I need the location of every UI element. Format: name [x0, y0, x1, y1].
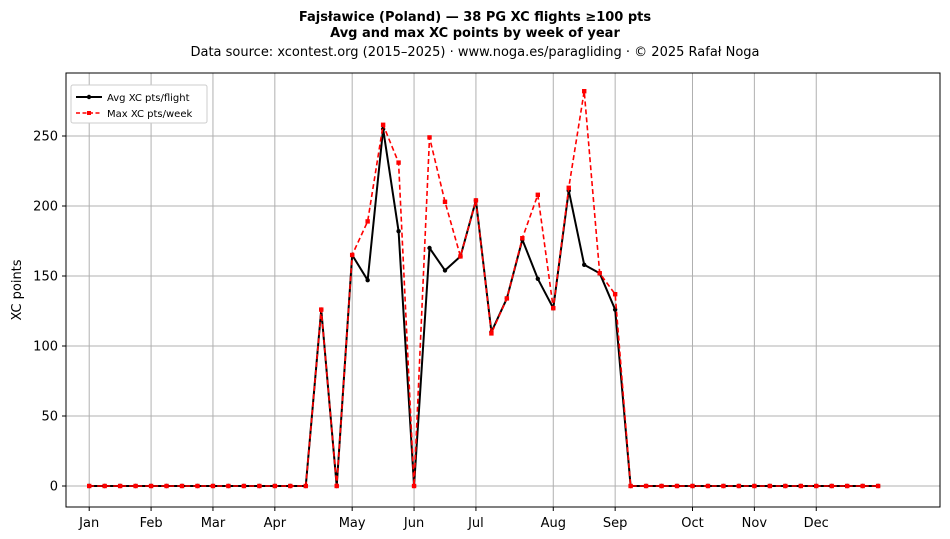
data-point-max — [798, 483, 803, 489]
data-point-avg — [582, 262, 587, 267]
data-point-max — [504, 296, 510, 301]
data-point-max — [303, 483, 308, 489]
data-point-max — [396, 160, 401, 165]
data-point-max — [179, 483, 185, 489]
y-tick-label: 200 — [33, 200, 58, 215]
legend-box — [70, 84, 208, 124]
x-tick-label: Oct — [681, 516, 703, 531]
x-tick-label: May — [339, 516, 366, 531]
data-point-max — [844, 483, 850, 489]
data-point-max — [334, 483, 339, 489]
grid — [66, 73, 940, 507]
y-tick-label: 150 — [33, 270, 58, 285]
data-point-max — [241, 483, 247, 489]
data-point-max — [860, 483, 865, 489]
data-point-max — [87, 483, 92, 489]
data-point-max — [164, 483, 169, 489]
data-point-max — [349, 252, 355, 258]
data-point-max — [566, 185, 571, 190]
data-point-max — [814, 483, 819, 489]
data-point-max — [535, 192, 541, 197]
data-point-max — [612, 292, 618, 297]
y-tick-label: 0 — [50, 480, 58, 495]
x-tick-label: Mar — [201, 516, 226, 531]
data-point-max — [582, 89, 587, 94]
data-point-max — [226, 483, 231, 489]
series-line-1 — [89, 90, 879, 487]
data-point-max — [257, 483, 262, 489]
x-tick-label: Jan — [78, 516, 99, 531]
data-point-max — [783, 483, 788, 489]
x-tick-label: Sep — [603, 516, 628, 531]
y-tick-label: 250 — [33, 130, 58, 145]
data-point-max — [721, 483, 726, 489]
data-point-max — [489, 331, 494, 336]
data-point-max — [458, 254, 463, 259]
data-point-max — [597, 271, 602, 276]
data-point-max — [210, 483, 216, 489]
data-point-max — [767, 483, 773, 489]
data-point-max — [148, 483, 154, 489]
legend: Avg XC pts/flight Max XC pts/week — [70, 84, 208, 124]
legend-marker-max — [87, 111, 91, 115]
x-tick-label: Feb — [140, 516, 163, 531]
chart-title-line2: Avg and max XC points by week of year — [330, 26, 620, 41]
data-point-max — [674, 483, 680, 489]
data-point-max — [690, 483, 695, 489]
plot-frame — [65, 72, 941, 508]
series-line-0 — [89, 128, 879, 487]
x-tick-label: Jun — [403, 516, 424, 531]
ticks: 0 50 100 150 200 250 Jan Feb Mar Apr May Jun Jul Aug S… — [33, 130, 829, 532]
data-point-max — [659, 483, 664, 489]
y-tick-label: 50 — [41, 410, 58, 425]
data-point-max — [736, 483, 742, 489]
data-point-max — [272, 483, 278, 489]
data-point-max — [288, 483, 293, 489]
data-point-max — [411, 483, 417, 489]
data-point-max — [133, 483, 138, 489]
chart-title: Fajsławice (Poland) — 38 PG XC flights ≥… — [299, 10, 652, 25]
legend-label-max: Max XC pts/week — [107, 109, 192, 120]
x-tick-label: Dec — [804, 516, 829, 531]
data-point-max — [319, 307, 324, 312]
series-layer — [87, 89, 881, 489]
data-point-max — [380, 122, 386, 127]
data-point-max — [442, 199, 448, 204]
chart-subtitle: Data source: xcontest.org (2015–2025) · … — [190, 45, 759, 60]
data-point-avg — [396, 229, 401, 234]
data-point-max — [117, 483, 123, 489]
legend-marker-avg — [86, 94, 92, 100]
data-point-max — [473, 198, 479, 203]
data-point-max — [551, 306, 556, 311]
data-point-max — [875, 483, 881, 489]
data-point-avg — [535, 276, 541, 281]
data-point-avg — [442, 268, 448, 273]
x-tick-label: Jul — [467, 516, 484, 531]
data-point-max — [643, 483, 649, 489]
data-point-max — [705, 483, 711, 489]
data-point-max — [829, 483, 834, 489]
data-point-max — [195, 483, 200, 489]
x-tick-label: Apr — [264, 516, 287, 531]
data-point-max — [752, 483, 757, 489]
y-axis-label: XC points — [10, 259, 25, 320]
x-tick-label: Aug — [541, 516, 566, 531]
data-point-max — [427, 135, 432, 140]
legend-label-avg: Avg XC pts/flight — [107, 93, 190, 104]
data-point-avg — [427, 245, 432, 251]
data-point-max — [520, 236, 525, 241]
y-tick-label: 100 — [33, 340, 58, 355]
data-point-max — [102, 483, 107, 489]
data-point-avg — [365, 278, 370, 283]
x-tick-label: Nov — [742, 516, 768, 531]
data-point-max — [628, 483, 633, 489]
data-point-max — [365, 219, 370, 224]
